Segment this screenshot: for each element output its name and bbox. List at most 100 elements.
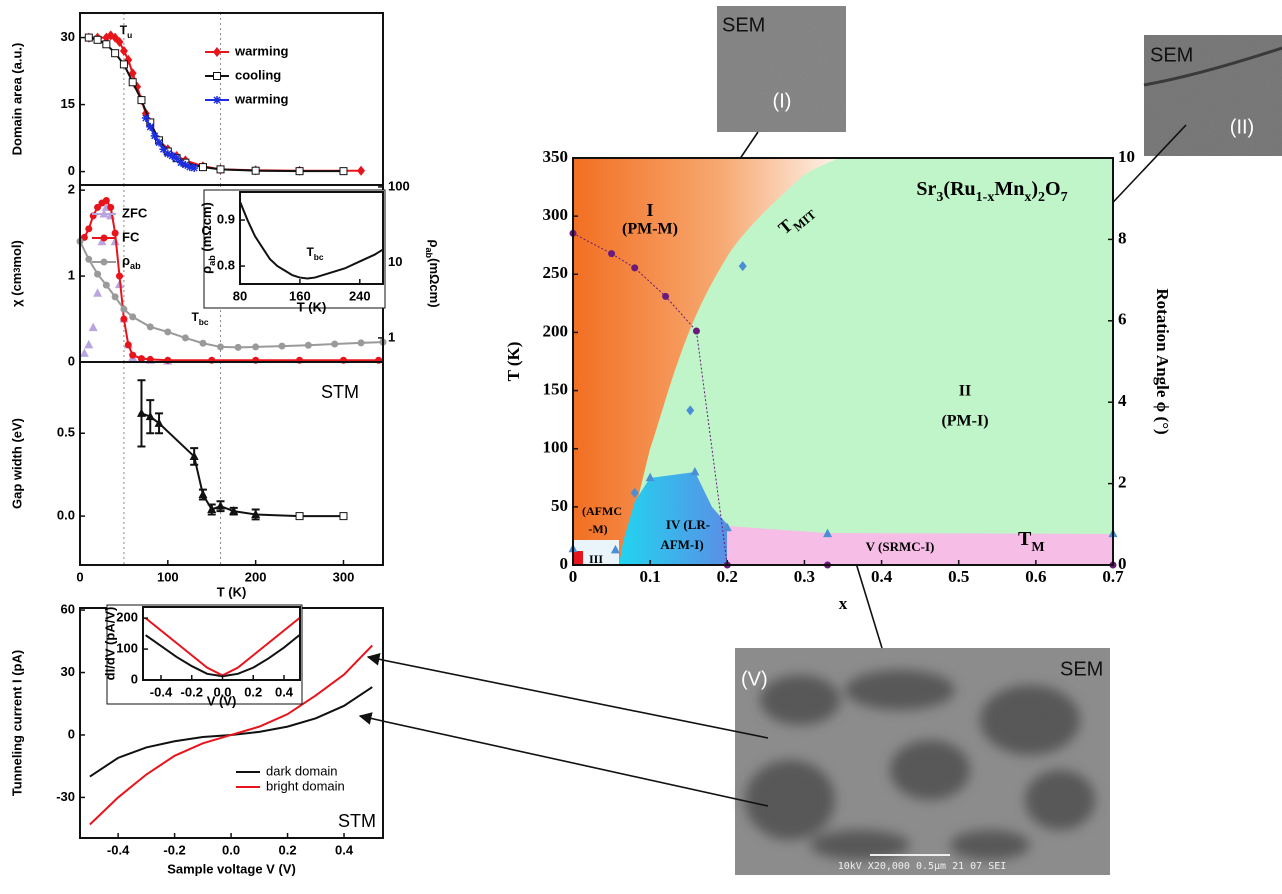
image-label: SEM — [722, 14, 765, 36]
marker — [94, 36, 101, 43]
marker — [103, 282, 110, 289]
chart-panel: 0.80.980160240ρab (mΩcm)T (K)Tbc — [199, 190, 385, 314]
y-tick-label: 1 — [68, 268, 75, 283]
region-label: II — [959, 383, 971, 400]
annotation: Tbc — [191, 310, 208, 327]
y-axis-label: T (K) — [504, 342, 523, 382]
marker — [199, 164, 206, 171]
marker — [155, 139, 163, 147]
plot-frame — [80, 13, 383, 185]
marker — [357, 166, 365, 176]
text-part: ab — [207, 255, 217, 266]
y2-axis-label: Rotation Angle ϕ (°) — [1153, 288, 1172, 434]
sem-image-2: SEM (II) — [1144, 35, 1282, 156]
region-label: V (SRMC-I) — [866, 539, 935, 554]
y-tick-label: 0 — [68, 163, 75, 178]
marker — [198, 490, 207, 499]
y2-tick-label: 6 — [1118, 310, 1127, 329]
y-tick-label: 150 — [543, 379, 569, 398]
x-axis-label: Sample voltage V (V) — [167, 861, 296, 876]
y-axis-label: Gap width (eV) — [9, 418, 24, 509]
marker — [120, 61, 127, 68]
image-caption: 10kV X20,000 0.5μm 21 07 SEI — [838, 861, 1007, 872]
y-tick-label: 0.8 — [217, 257, 235, 272]
y-tick-label: 0.5 — [57, 425, 75, 440]
x-tick-label: 80 — [233, 288, 247, 303]
image-noise — [735, 648, 1110, 875]
y-tick-label: 0.9 — [217, 211, 235, 226]
marker — [146, 123, 154, 131]
legend-label: bright domain — [266, 778, 345, 793]
marker — [103, 41, 110, 48]
y-tick-label: 50 — [551, 496, 568, 515]
y2-tick-label: 2 — [1118, 473, 1127, 492]
marker — [305, 342, 312, 349]
marker — [340, 168, 347, 175]
y-tick-label: 0 — [68, 726, 75, 741]
image-label: SEM — [1060, 658, 1103, 680]
x-tick-label: 0.6 — [1025, 567, 1046, 586]
marker — [137, 408, 146, 417]
marker — [138, 97, 145, 104]
region-label: IV (LR- — [666, 517, 710, 532]
text-part: ρ — [122, 253, 130, 268]
text-part: Sr — [916, 178, 936, 200]
text-part: (mΩcm) — [199, 202, 214, 255]
y-tick-label: 0 — [560, 554, 569, 573]
marker — [84, 340, 93, 349]
x-tick-label: 0.0 — [222, 842, 240, 857]
x-tick-label: 0 — [569, 567, 578, 586]
region-label: -M) — [588, 522, 607, 536]
image-label: (I) — [773, 90, 792, 112]
x-tick-label: 0.2 — [717, 567, 738, 586]
legend-label: warming — [234, 91, 289, 106]
region-label: III — [589, 552, 603, 566]
y-tick-label: 250 — [543, 263, 569, 282]
marker — [93, 288, 102, 297]
annotation: STM — [321, 382, 359, 402]
y2-tick-label: 10 — [1118, 147, 1135, 166]
y2-tick-label: 10 — [388, 254, 402, 269]
region-label: (PM-I) — [941, 413, 988, 430]
y2-tick-label: 1 — [388, 329, 395, 344]
region-label: AFM-I) — [660, 537, 703, 552]
figure: SEM (I) SEM (II) (V) SEM 10kV X20,000 0.… — [0, 0, 1282, 894]
x-tick-label: -0.4 — [150, 684, 173, 699]
marker — [199, 340, 206, 347]
marker — [85, 34, 92, 41]
x-tick-label: 0.2 — [244, 684, 262, 699]
x-axis-label: x — [839, 594, 848, 613]
text-part: T — [1018, 528, 1032, 550]
marker — [85, 225, 92, 232]
y-tick-label: 100 — [116, 641, 138, 656]
text-part: ρ — [427, 239, 442, 247]
legend-label: dark domain — [266, 763, 338, 778]
image-label: (V) — [741, 668, 768, 690]
y2-tick-label: 8 — [1118, 228, 1127, 247]
text-part: mol) — [9, 240, 24, 267]
text-part: χ (cm — [9, 273, 24, 307]
y-axis-label: Domain area (a.u.) — [9, 43, 24, 156]
x-axis-label: V (V) — [207, 693, 237, 708]
y2-tick-label: 4 — [1118, 391, 1127, 410]
y-tick-label: -30 — [56, 789, 75, 804]
text-part: 7 — [1061, 190, 1068, 205]
chart-panel: I(PM-M)II(PM-I)(AFMC-M)IIIIV (LR-AFM-I)V… — [504, 147, 1172, 613]
marker — [151, 132, 159, 140]
page: SEM (I) SEM (II) (V) SEM 10kV X20,000 0.… — [0, 0, 1282, 894]
marker — [129, 352, 136, 359]
x-tick-label: 300 — [333, 569, 355, 584]
y-tick-label: 30 — [61, 29, 75, 44]
marker — [107, 204, 114, 211]
legend-label: warming — [234, 43, 289, 58]
x-tick-label: 0.4 — [335, 842, 354, 857]
marker — [80, 348, 89, 357]
y-tick-label: 15 — [61, 96, 75, 111]
region-label: (AFMC — [582, 504, 622, 518]
marker — [252, 167, 259, 174]
marker — [190, 164, 198, 172]
y-axis-label: χ (cm3mol) — [9, 240, 24, 307]
annotation: STM — [338, 811, 376, 831]
